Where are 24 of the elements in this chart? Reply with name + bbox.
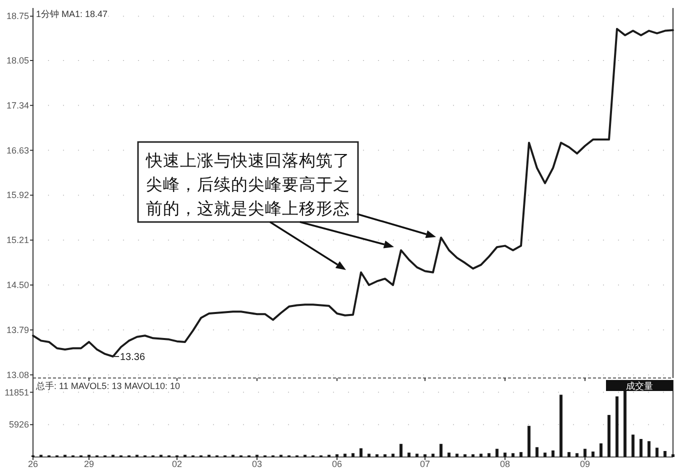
y-tick-label: 16.63 [6,145,29,156]
x-tick-label: 02 [172,459,182,469]
y-tick-label: 18.05 [6,55,29,66]
y-tick-label: 15.92 [6,190,29,200]
chart-subtitle: 总手: 11 MAVOL5: 13 MAVOL10: 10 [35,381,180,391]
x-tick-label: 03 [252,459,262,469]
y-tick-label: 5926 [8,420,29,430]
y-tick-label: 17.34 [6,100,29,110]
y-tick-label: 15.21 [6,235,29,246]
y-tick-label: 18.75 [6,11,29,22]
x-tick-label: 08 [500,459,510,469]
x-tick-label: 29 [84,459,94,469]
annotation: 成交量 [626,381,653,391]
annotation: 13.36 [120,352,146,363]
y-tick-label: 14.50 [6,280,29,290]
y-tick-label: 13.79 [6,324,29,335]
y-tick-label: 11851 [4,387,29,398]
chart-subtitle: 1分钟 MA1: 18.47 [36,9,108,19]
y-tick-label: 13.08 [6,370,29,380]
x-tick-label: 07 [420,459,430,469]
x-tick-label: 06 [332,459,342,469]
x-tick-label: 09 [580,459,590,469]
annotation: 快速上涨与快速回落构筑了尖峰，后续的尖峰要高于之前的，这就是尖峰上移形态 [145,152,350,218]
x-tick-label: 26 [28,459,38,469]
